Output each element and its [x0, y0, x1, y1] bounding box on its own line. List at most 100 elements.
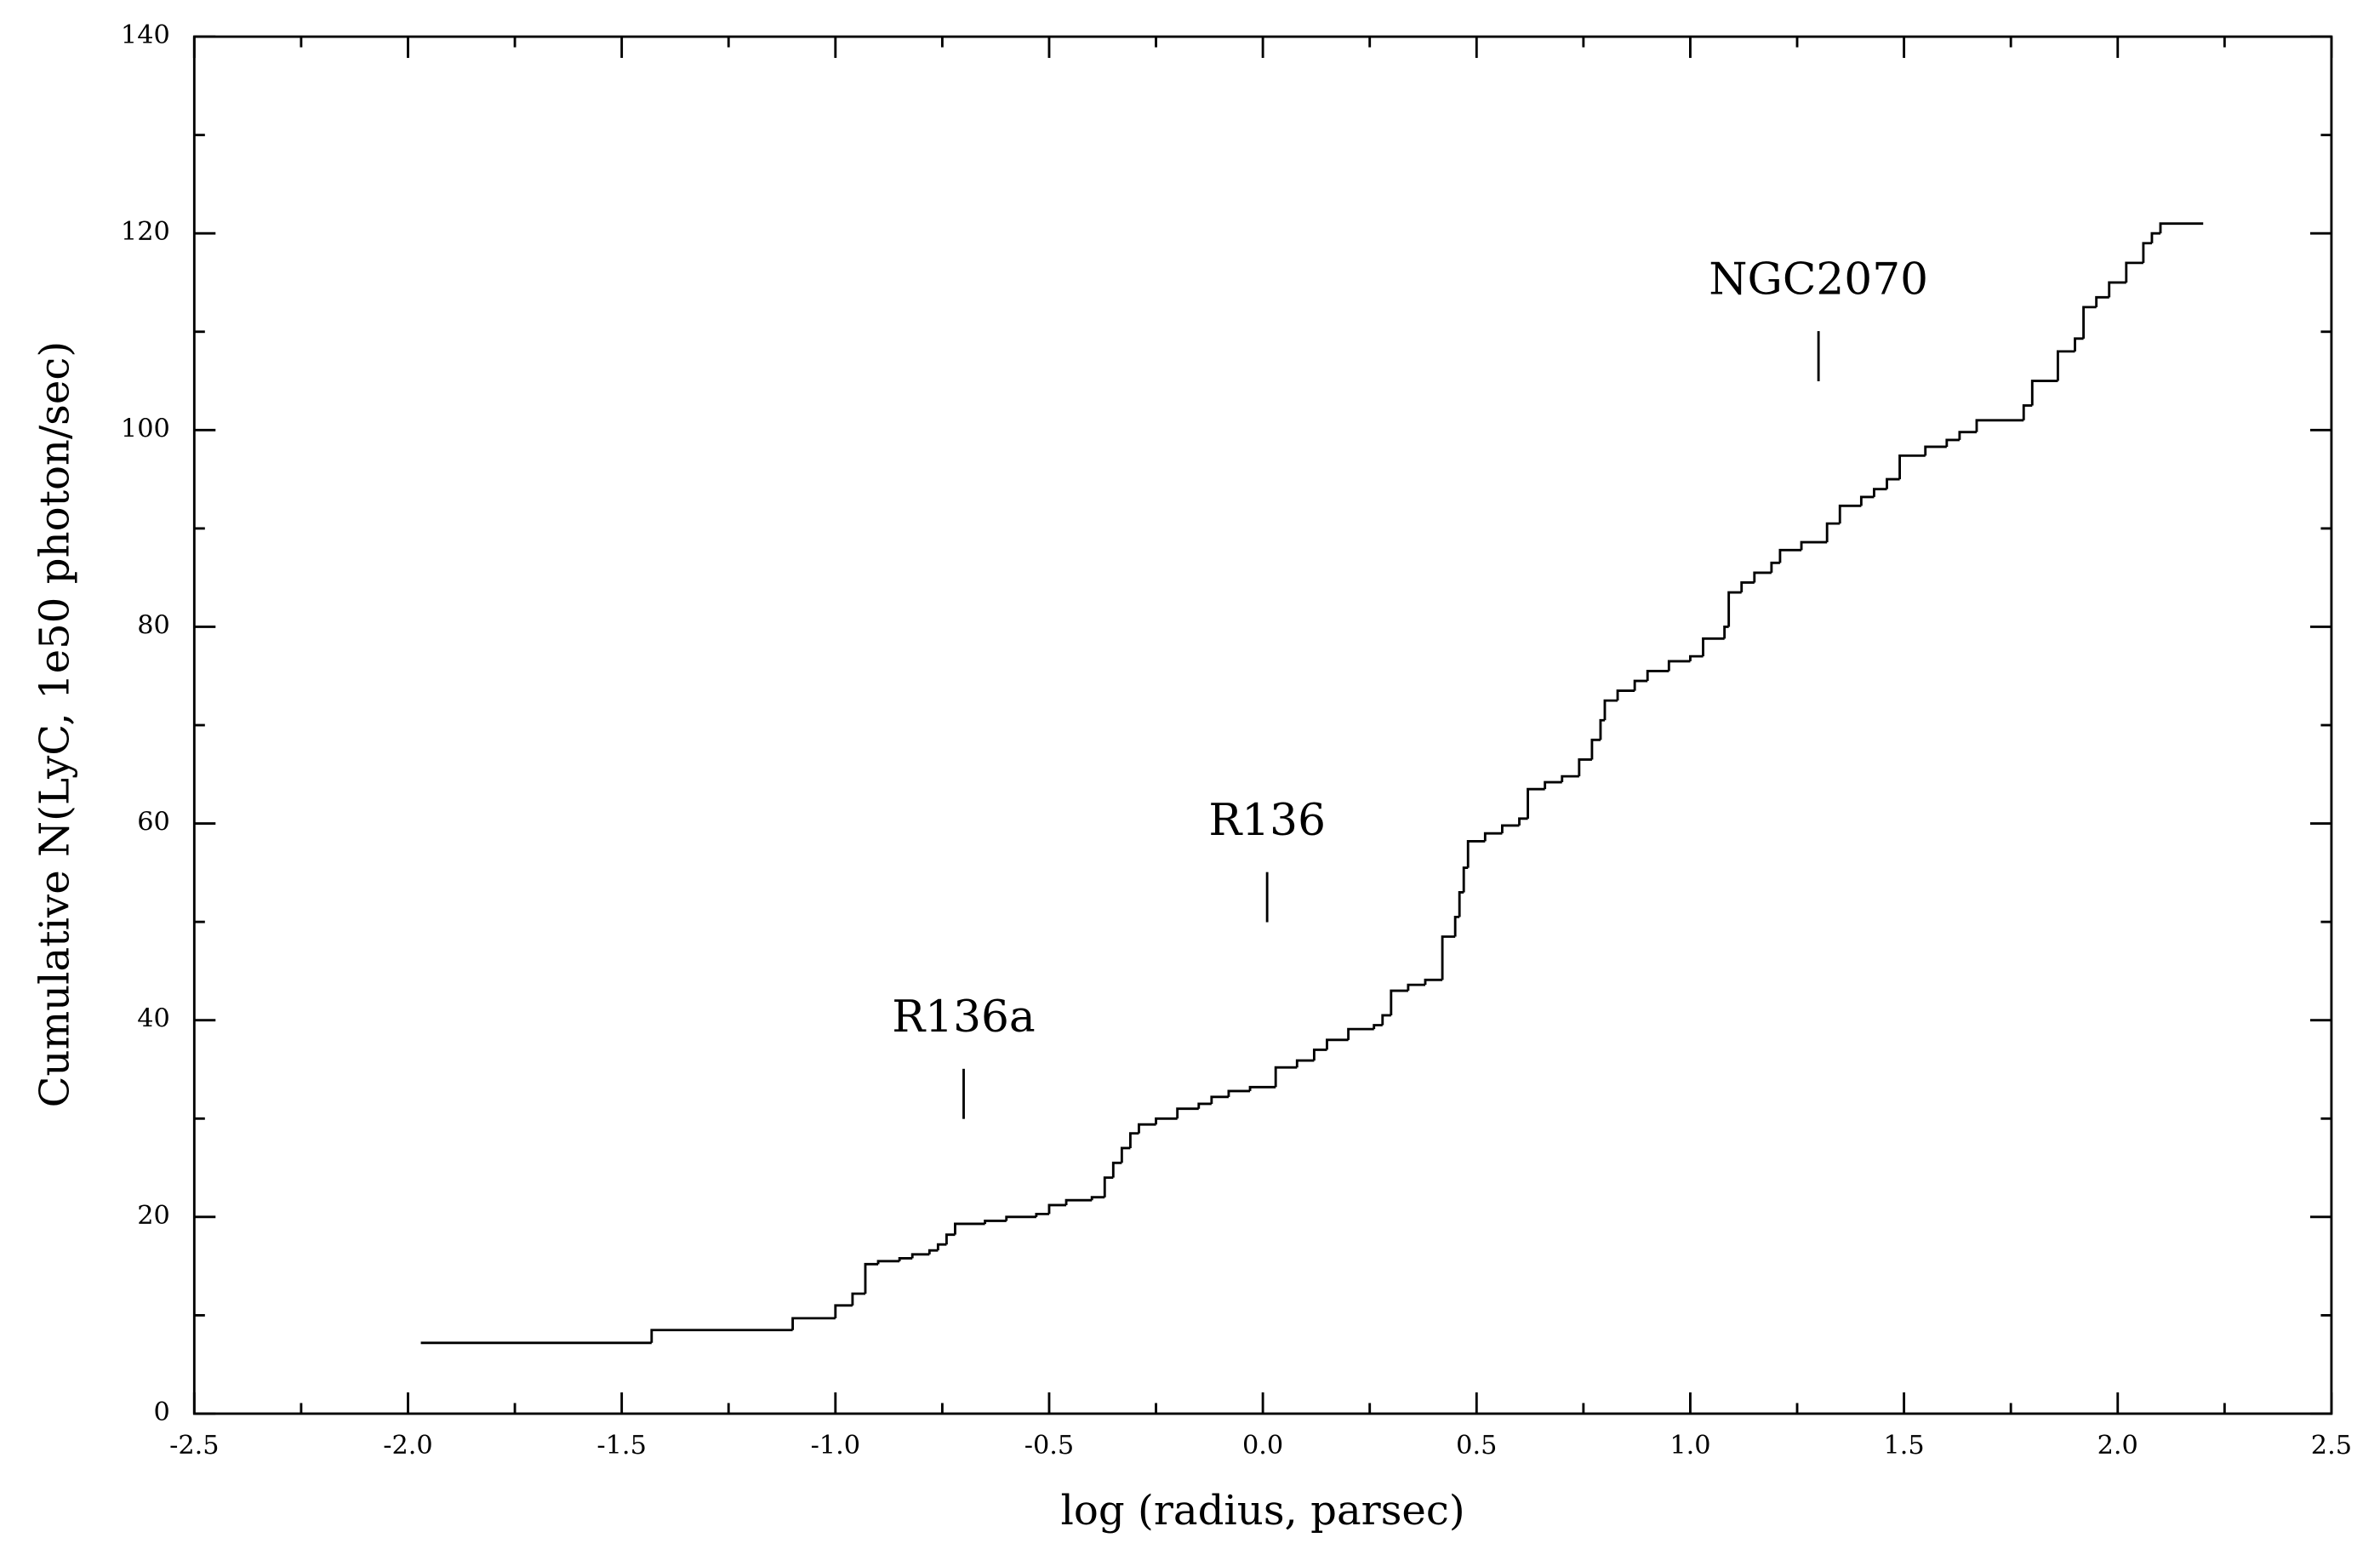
step-segment	[1727, 591, 1742, 627]
step-segment	[1544, 780, 1562, 790]
step-segment	[1825, 522, 1841, 543]
step-segment	[2125, 261, 2143, 283]
x-tick-label: 2.0	[2097, 1431, 2138, 1460]
step-segment	[1090, 1196, 1105, 1201]
x-axis-title: log (radius, parsec)	[1061, 1487, 1465, 1535]
step-segment	[1770, 561, 1780, 573]
step-segment	[1128, 1132, 1139, 1148]
step-segment	[1646, 670, 1669, 682]
step-segment	[1838, 504, 1862, 524]
x-tick-label: 0.0	[1242, 1431, 1283, 1460]
step-segment	[1381, 1014, 1391, 1026]
annotation: R136a	[892, 992, 1036, 1043]
step-segment	[1527, 787, 1545, 819]
step-segment	[1064, 1198, 1093, 1205]
step-segment	[2108, 281, 2126, 298]
step-segment	[1312, 1048, 1327, 1061]
step-segment	[1111, 1161, 1122, 1178]
step-segment	[984, 1220, 1007, 1224]
step-segment	[1958, 431, 1977, 440]
step-segment	[1227, 1089, 1251, 1097]
x-tick-label: -1.5	[596, 1431, 646, 1460]
x-tick-label: 1.5	[1883, 1431, 1924, 1460]
step-segment	[1873, 488, 1887, 497]
step-segment	[1561, 774, 1579, 783]
step-segment	[954, 1222, 985, 1235]
step-segment	[1155, 1117, 1178, 1125]
step-segment	[1274, 1066, 1298, 1088]
step-segment	[2095, 295, 2109, 307]
step-segment	[1975, 419, 2024, 432]
step-segment	[2082, 306, 2097, 339]
step-segment	[1458, 891, 1464, 917]
y-tick-label: 40	[137, 1004, 170, 1034]
x-tick-label: 2.5	[2311, 1431, 2352, 1460]
step-segment	[1120, 1146, 1131, 1163]
step-segment	[1462, 866, 1469, 893]
step-segment	[927, 1249, 939, 1255]
step-segment	[1326, 1038, 1349, 1050]
step-segment	[1005, 1215, 1036, 1221]
step-segment	[1210, 1095, 1229, 1104]
step-segment	[834, 1304, 853, 1318]
step-segment	[1373, 1024, 1383, 1030]
step-segment	[898, 1256, 913, 1261]
step-segment	[1800, 540, 1828, 551]
step-segment	[1347, 1027, 1374, 1040]
step-segment	[1035, 1212, 1049, 1217]
y-axis-title: Cumulative N(LyC, 1e50 photon/sec)	[31, 341, 78, 1108]
x-tick-label: -1.0	[811, 1431, 860, 1460]
x-tick-label: -2.0	[383, 1431, 432, 1460]
step-segment	[1603, 699, 1618, 721]
plot-frame	[192, 35, 2333, 1415]
step-segment	[650, 1329, 793, 1343]
step-segment	[1859, 495, 1875, 506]
step-segment	[1176, 1107, 1199, 1119]
step-segment	[2142, 242, 2152, 263]
x-tick-label: 1.0	[1669, 1431, 1710, 1460]
step-segment	[1047, 1203, 1067, 1215]
step-segment	[1616, 689, 1635, 701]
y-tick-label: 80	[137, 610, 170, 640]
y-tick-label: 0	[153, 1398, 169, 1427]
step-segment	[1453, 915, 1460, 937]
step-segment	[2150, 231, 2160, 243]
y-tick-label: 20	[137, 1201, 170, 1231]
y-tick-label: 60	[137, 808, 170, 837]
step-segment	[2074, 337, 2084, 352]
step-segment	[2159, 222, 2204, 234]
step-segment	[1578, 758, 1592, 777]
step-segment	[1753, 571, 1772, 583]
step-segment	[1667, 660, 1691, 672]
step-segment	[1466, 839, 1486, 868]
step-segment	[1103, 1176, 1114, 1197]
step-segment	[1500, 824, 1520, 834]
step-segment	[910, 1253, 930, 1259]
step-segment	[1886, 477, 1900, 489]
step-segment	[2057, 350, 2075, 381]
annotation: NGC2070	[1709, 254, 1928, 305]
step-segment	[1599, 718, 1605, 740]
step-segment	[1424, 978, 1443, 986]
step-segment	[1197, 1102, 1212, 1109]
step-segment	[1924, 445, 1947, 456]
step-segment	[864, 1262, 879, 1294]
step-segment	[1898, 454, 1926, 480]
step-segment	[1590, 738, 1601, 760]
step-segment	[1441, 935, 1456, 980]
step-segment	[1740, 581, 1755, 593]
step-segment	[1778, 548, 1802, 563]
step-segment	[1689, 654, 1704, 661]
y-tick-label: 100	[121, 414, 170, 443]
step-segment	[1518, 817, 1528, 826]
step-segment	[1390, 989, 1408, 1015]
step-segment	[1723, 626, 1729, 639]
y-tick-label: 140	[121, 20, 170, 50]
x-tick-label: -2.5	[169, 1431, 219, 1460]
step-segment	[876, 1260, 900, 1265]
step-segment	[2022, 404, 2033, 420]
step-segment	[2030, 380, 2058, 406]
step-segment	[1702, 637, 1725, 657]
